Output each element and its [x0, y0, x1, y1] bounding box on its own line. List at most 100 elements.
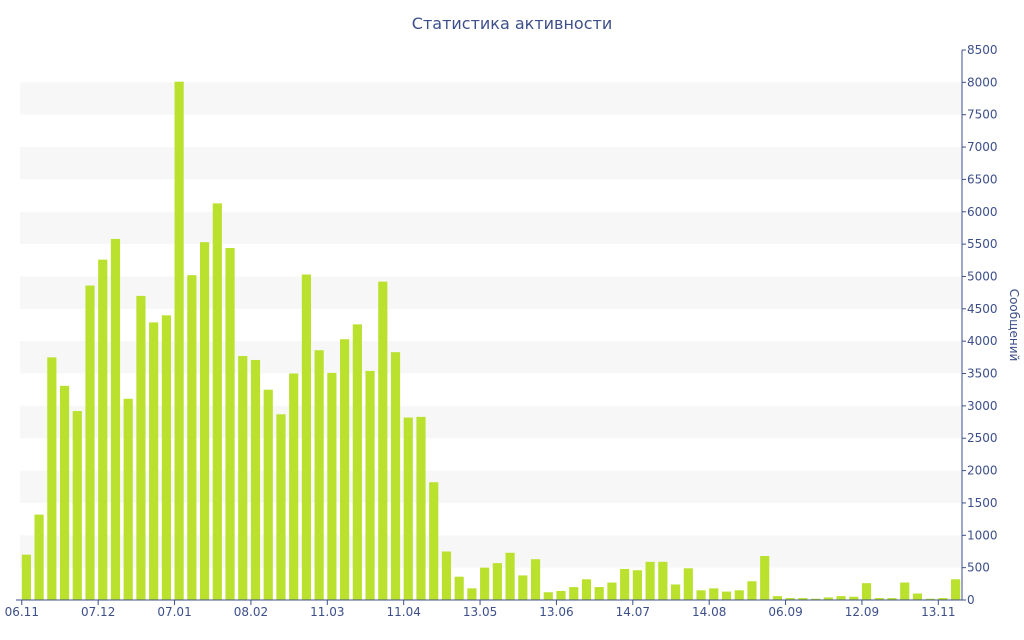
y-tick-label: 1500 [967, 496, 998, 510]
bar [518, 575, 528, 600]
bar [569, 587, 579, 600]
bar [238, 356, 248, 600]
bar [365, 370, 375, 600]
y-tick-label: 4500 [967, 302, 998, 316]
bar [798, 598, 808, 600]
x-tick-label: 14.07 [616, 605, 650, 619]
x-tick-label: 11.04 [386, 605, 420, 619]
bar [161, 315, 171, 600]
bar [734, 590, 744, 600]
y-tick-label: 8000 [967, 75, 998, 89]
bar [620, 568, 630, 600]
x-tick-label: 07.01 [157, 605, 191, 619]
x-tick-label: 07.12 [81, 605, 115, 619]
x-tick-label: 06.11 [5, 605, 39, 619]
bar [149, 322, 159, 600]
bar [174, 81, 184, 601]
chart-title: Статистика активности [411, 14, 613, 33]
bar [811, 598, 821, 600]
grid-band [20, 341, 962, 374]
bar [416, 416, 426, 600]
bar [594, 587, 604, 600]
bar [938, 598, 948, 600]
bar [212, 203, 222, 600]
y-tick-label: 1000 [967, 528, 998, 542]
bar [98, 259, 108, 600]
y-tick-label: 7500 [967, 108, 998, 122]
bar [314, 350, 324, 600]
bar [747, 581, 757, 600]
bar [556, 590, 566, 600]
bar [874, 598, 884, 600]
bar [378, 281, 388, 600]
grid-band [20, 405, 962, 439]
y-tick-label: 500 [967, 561, 990, 575]
bar-series [21, 81, 961, 601]
bar [505, 552, 515, 600]
bar [352, 324, 362, 600]
bar [199, 242, 210, 601]
bar [696, 590, 706, 600]
bar [276, 414, 286, 600]
y-axis: 0 500 1000 1500 2000 2500 3000 3500 4000 4500 5000… [961, 43, 998, 607]
bar [658, 561, 668, 600]
grid-band [20, 211, 962, 245]
x-tick-label: 06.09 [768, 605, 802, 619]
bar [454, 576, 464, 600]
y-tick-label: 5500 [967, 237, 998, 251]
x-tick-label: 11.03 [310, 605, 344, 619]
y-tick-label: 7000 [967, 140, 998, 154]
bar [607, 582, 617, 600]
bar [429, 482, 439, 600]
bar [709, 588, 719, 600]
y-tick-label: 2500 [967, 431, 998, 445]
bar [823, 597, 833, 600]
bar [289, 373, 299, 600]
bar [47, 357, 57, 600]
bar [900, 582, 910, 600]
x-tick-label: 08.02 [234, 605, 268, 619]
bar [925, 598, 935, 600]
y-tick-label: 6000 [967, 205, 998, 219]
bar [85, 285, 95, 600]
bar [263, 389, 273, 600]
bar [721, 591, 732, 600]
y-tick-label: 0 [967, 593, 975, 607]
y-tick-label: 4000 [967, 334, 998, 348]
grid-band [20, 535, 962, 568]
bar [632, 570, 642, 600]
y-axis-title: Сообщений [1007, 289, 1021, 362]
x-tick-label: 13.11 [921, 605, 955, 619]
bar [772, 596, 783, 600]
y-tick-label: 3000 [967, 399, 998, 413]
bar [467, 588, 477, 600]
bar [492, 563, 502, 600]
grid-band [20, 147, 962, 180]
y-tick-label: 8500 [967, 43, 998, 57]
bar [581, 579, 592, 600]
y-tick-label: 6500 [967, 172, 998, 186]
bar [849, 596, 859, 600]
bar [136, 295, 146, 600]
grid-band [20, 470, 962, 503]
bar [110, 238, 121, 601]
bar [530, 559, 541, 600]
x-tick-label: 13.06 [539, 605, 573, 619]
bar [59, 385, 70, 600]
bar [340, 339, 350, 600]
bar [760, 556, 770, 600]
x-tick-label: 12.09 [845, 605, 879, 619]
bar [683, 568, 693, 600]
bar [670, 584, 681, 600]
bar [951, 579, 961, 600]
bar [441, 551, 452, 600]
x-tick-label: 13.05 [463, 605, 497, 619]
bar [123, 398, 133, 600]
bar [861, 583, 872, 600]
bar [403, 417, 413, 600]
bar [187, 275, 197, 600]
bar [887, 598, 897, 600]
bar [34, 514, 44, 600]
bar [543, 592, 553, 600]
bar [301, 274, 312, 600]
